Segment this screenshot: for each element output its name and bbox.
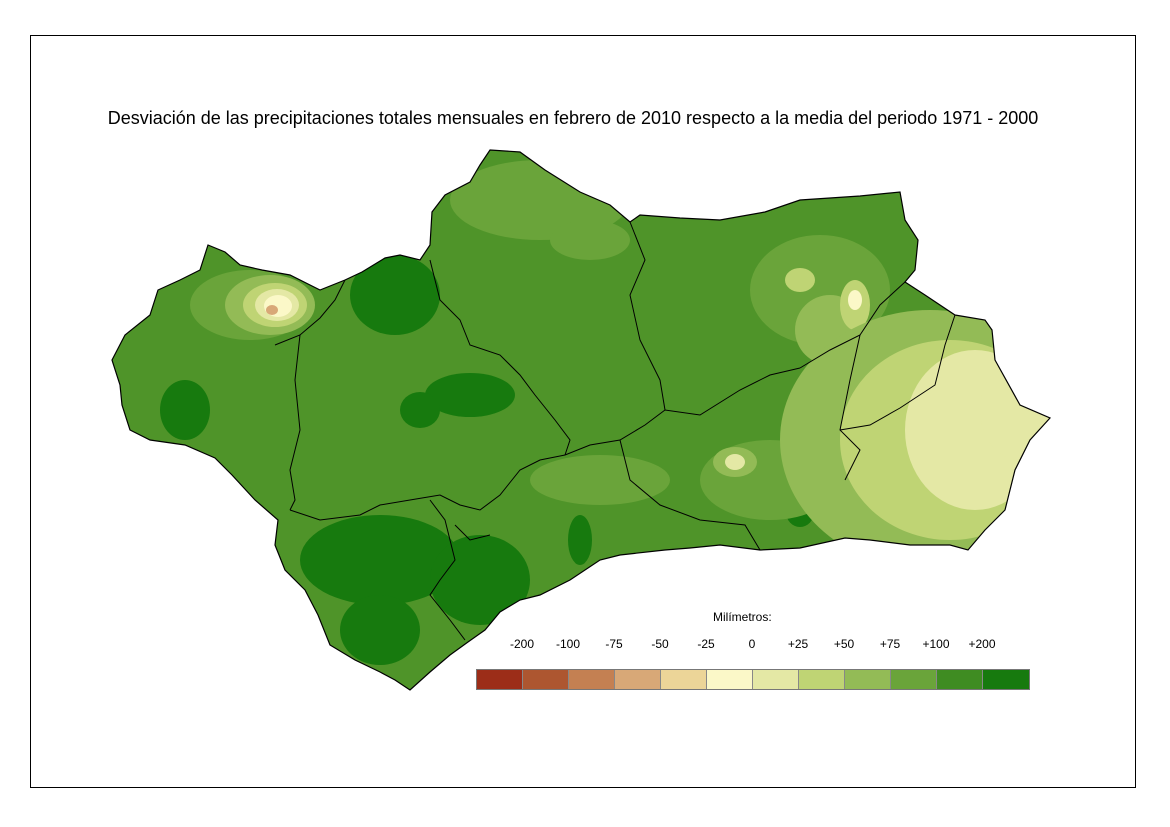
legend-swatch (799, 670, 845, 689)
legend-swatch (661, 670, 707, 689)
legend-label: -200 (509, 637, 535, 651)
map-frame (30, 35, 1136, 788)
legend-label: +50 (833, 637, 855, 651)
legend-label: -75 (605, 637, 623, 651)
legend-swatch (615, 670, 661, 689)
legend-label: -50 (651, 637, 669, 651)
legend-label: +200 (968, 637, 996, 651)
legend-title: Milímetros: (713, 610, 772, 624)
legend-swatch (983, 670, 1029, 689)
legend-color-bar (476, 669, 1030, 690)
legend-label: -100 (555, 637, 581, 651)
legend-swatch (891, 670, 937, 689)
legend-swatch (523, 670, 569, 689)
precipitation-surface (112, 150, 1050, 690)
legend-label: -25 (697, 637, 715, 651)
legend-swatch (569, 670, 615, 689)
coastline (111, 149, 1052, 691)
province-borders (274, 221, 956, 641)
legend-swatch (937, 670, 983, 689)
legend-label: +25 (787, 637, 809, 651)
map-title: Desviación de las precipitaciones totale… (107, 108, 1039, 128)
legend-label: +100 (922, 637, 950, 651)
legend-swatch (845, 670, 891, 689)
legend-swatch (707, 670, 753, 689)
legend-label: +75 (879, 637, 901, 651)
legend-swatch (477, 670, 523, 689)
legend-swatch (753, 670, 799, 689)
legend-label: 0 (748, 637, 756, 651)
